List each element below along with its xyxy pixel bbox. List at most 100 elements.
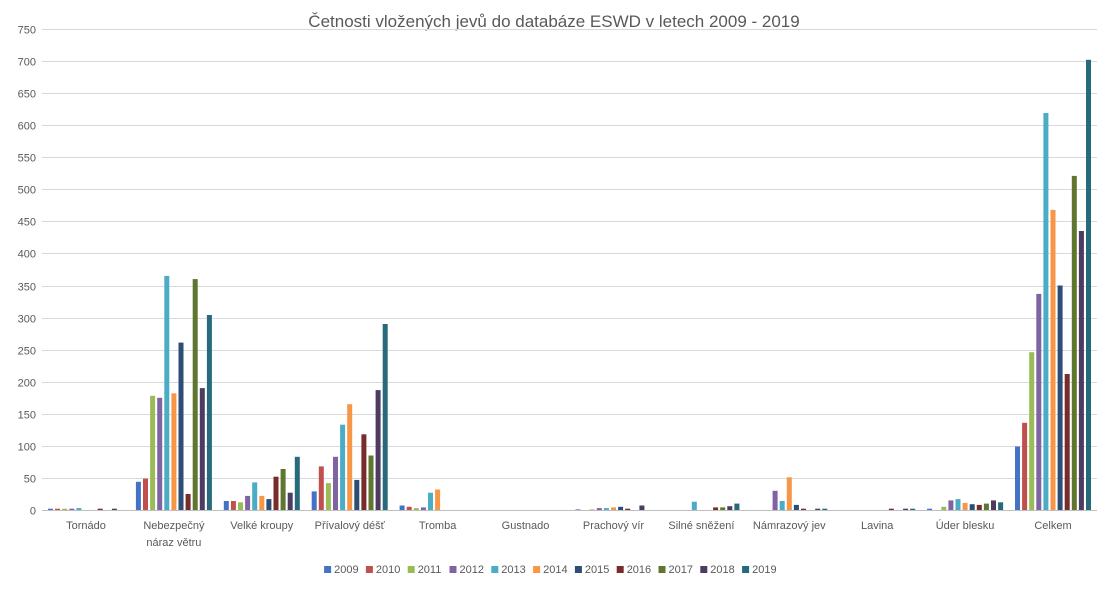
bar bbox=[171, 393, 177, 510]
bar bbox=[428, 492, 433, 510]
bar bbox=[157, 397, 163, 510]
bar bbox=[413, 508, 419, 510]
bar bbox=[625, 508, 631, 510]
bar bbox=[962, 502, 968, 510]
y-tick-label: 300 bbox=[18, 314, 36, 326]
bar bbox=[603, 508, 609, 510]
category-label: náraz větru bbox=[146, 537, 201, 549]
y-tick-label: 350 bbox=[18, 282, 36, 294]
bar bbox=[347, 404, 353, 510]
y-tick-label: 200 bbox=[18, 378, 36, 390]
bar bbox=[238, 502, 243, 510]
bar bbox=[1078, 231, 1084, 510]
bar bbox=[192, 279, 198, 510]
bar bbox=[375, 390, 381, 510]
bar bbox=[150, 395, 156, 510]
bar bbox=[311, 491, 317, 510]
bar bbox=[223, 501, 229, 510]
bar bbox=[713, 507, 719, 510]
legend-label: 2014 bbox=[543, 564, 567, 576]
legend: 2009 2010 2011 2012 2013 2014 2015 2016 2017 2018… bbox=[324, 564, 777, 576]
gridlines bbox=[42, 29, 1097, 511]
bar bbox=[955, 499, 961, 510]
bar bbox=[822, 508, 828, 510]
category-label: Námrazový jev bbox=[753, 520, 826, 532]
bar bbox=[143, 478, 148, 510]
bar bbox=[325, 483, 331, 510]
bar bbox=[786, 477, 792, 510]
bar bbox=[199, 388, 205, 510]
legend-label: 2012 bbox=[460, 564, 484, 576]
bar bbox=[1057, 285, 1063, 510]
bar bbox=[435, 489, 441, 510]
category-label: Tromba bbox=[419, 520, 457, 532]
bar bbox=[206, 315, 212, 510]
bar bbox=[287, 492, 293, 510]
legend-label: 2010 bbox=[376, 564, 400, 576]
legend-label: 2015 bbox=[585, 564, 609, 576]
bar bbox=[639, 505, 645, 510]
legend-swatch bbox=[616, 566, 624, 573]
legend-label: 2016 bbox=[627, 564, 651, 576]
bar bbox=[185, 494, 191, 510]
category-label: Celkem bbox=[1034, 520, 1071, 532]
bar bbox=[815, 508, 821, 510]
bar bbox=[97, 508, 103, 510]
bar bbox=[1029, 352, 1035, 510]
bar bbox=[294, 456, 300, 510]
bar bbox=[1022, 422, 1028, 510]
legend-swatch bbox=[365, 566, 373, 573]
category-label: Velké kroupy bbox=[230, 520, 293, 532]
y-tick-label: 450 bbox=[18, 217, 36, 229]
bar bbox=[259, 495, 265, 510]
chart-title: Četnosti vložených jevů do databáze ESWD… bbox=[308, 12, 799, 31]
legend-label: 2017 bbox=[669, 564, 693, 576]
bar bbox=[779, 501, 785, 510]
bar bbox=[1086, 59, 1091, 511]
y-tick-label: 650 bbox=[18, 89, 36, 101]
bar bbox=[941, 506, 947, 510]
legend-label: 2019 bbox=[752, 564, 776, 576]
category-label: Prachový vír bbox=[583, 520, 644, 532]
bar bbox=[164, 275, 170, 510]
category-label: Lavina bbox=[861, 520, 894, 532]
y-tick-label: 250 bbox=[18, 346, 36, 358]
legend-swatch bbox=[742, 566, 750, 573]
y-tick-label: 150 bbox=[18, 410, 36, 422]
legend-swatch bbox=[533, 566, 541, 573]
bar bbox=[983, 503, 989, 510]
bar bbox=[273, 476, 279, 510]
bar bbox=[903, 508, 909, 510]
bar bbox=[266, 499, 272, 510]
bar bbox=[318, 466, 324, 510]
bar bbox=[135, 481, 141, 510]
category-label: Gustnado bbox=[502, 520, 550, 532]
bar bbox=[111, 508, 117, 510]
bar bbox=[368, 455, 374, 510]
y-tick-label: 500 bbox=[18, 185, 36, 197]
legend-swatch bbox=[658, 566, 666, 573]
bar bbox=[772, 490, 778, 510]
bar bbox=[399, 505, 405, 510]
bar bbox=[596, 508, 602, 510]
bar bbox=[252, 482, 258, 510]
y-tick-label: 400 bbox=[18, 249, 36, 261]
y-tick-label: 700 bbox=[18, 57, 36, 69]
bar bbox=[1050, 209, 1056, 510]
legend-swatch bbox=[324, 566, 332, 573]
bar bbox=[340, 424, 346, 510]
legend-label: 2009 bbox=[334, 564, 358, 576]
bar bbox=[55, 508, 61, 510]
bar bbox=[720, 507, 726, 510]
bar bbox=[230, 501, 236, 510]
category-label: Nebezpečný bbox=[143, 520, 205, 532]
bar bbox=[1036, 293, 1042, 510]
legend-swatch bbox=[574, 566, 582, 573]
bar bbox=[69, 508, 75, 510]
bar bbox=[691, 501, 697, 510]
bar bbox=[1043, 113, 1049, 510]
bar bbox=[927, 508, 933, 510]
bar bbox=[245, 495, 251, 510]
